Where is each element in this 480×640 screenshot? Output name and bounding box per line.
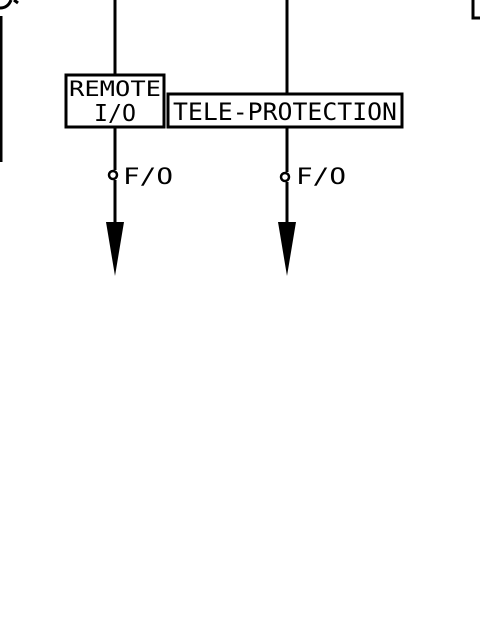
remote-io-fibre-connector [107,169,119,181]
teleprotection-arrowhead [278,222,296,276]
remote-io-label-line2: I/O [94,101,136,127]
remote-io-arrowhead [106,222,124,276]
teleprotection-fibre-connector [279,171,291,183]
teleprotection-fo-label: F/O [296,165,346,190]
remote-io-fibre-link: F/O [106,127,173,276]
teleprotection-fibre-link: F/O [278,127,346,276]
teleprotection-box: TELE-PROTECTION [166,92,404,129]
remote-io-box: REMOTE I/O [64,73,166,129]
top-left-partial-terminal [13,0,19,5]
remote-io-label-line1: REMOTE [69,77,161,101]
remote-io-box-border [64,73,166,129]
top-right-partial-box [471,0,480,20]
teleprotection-label: TELE-PROTECTION [173,98,397,126]
remote-io-fo-label: F/O [123,165,173,190]
teleprotection-box-border [166,92,404,129]
top-left-partial-line [0,0,13,10]
